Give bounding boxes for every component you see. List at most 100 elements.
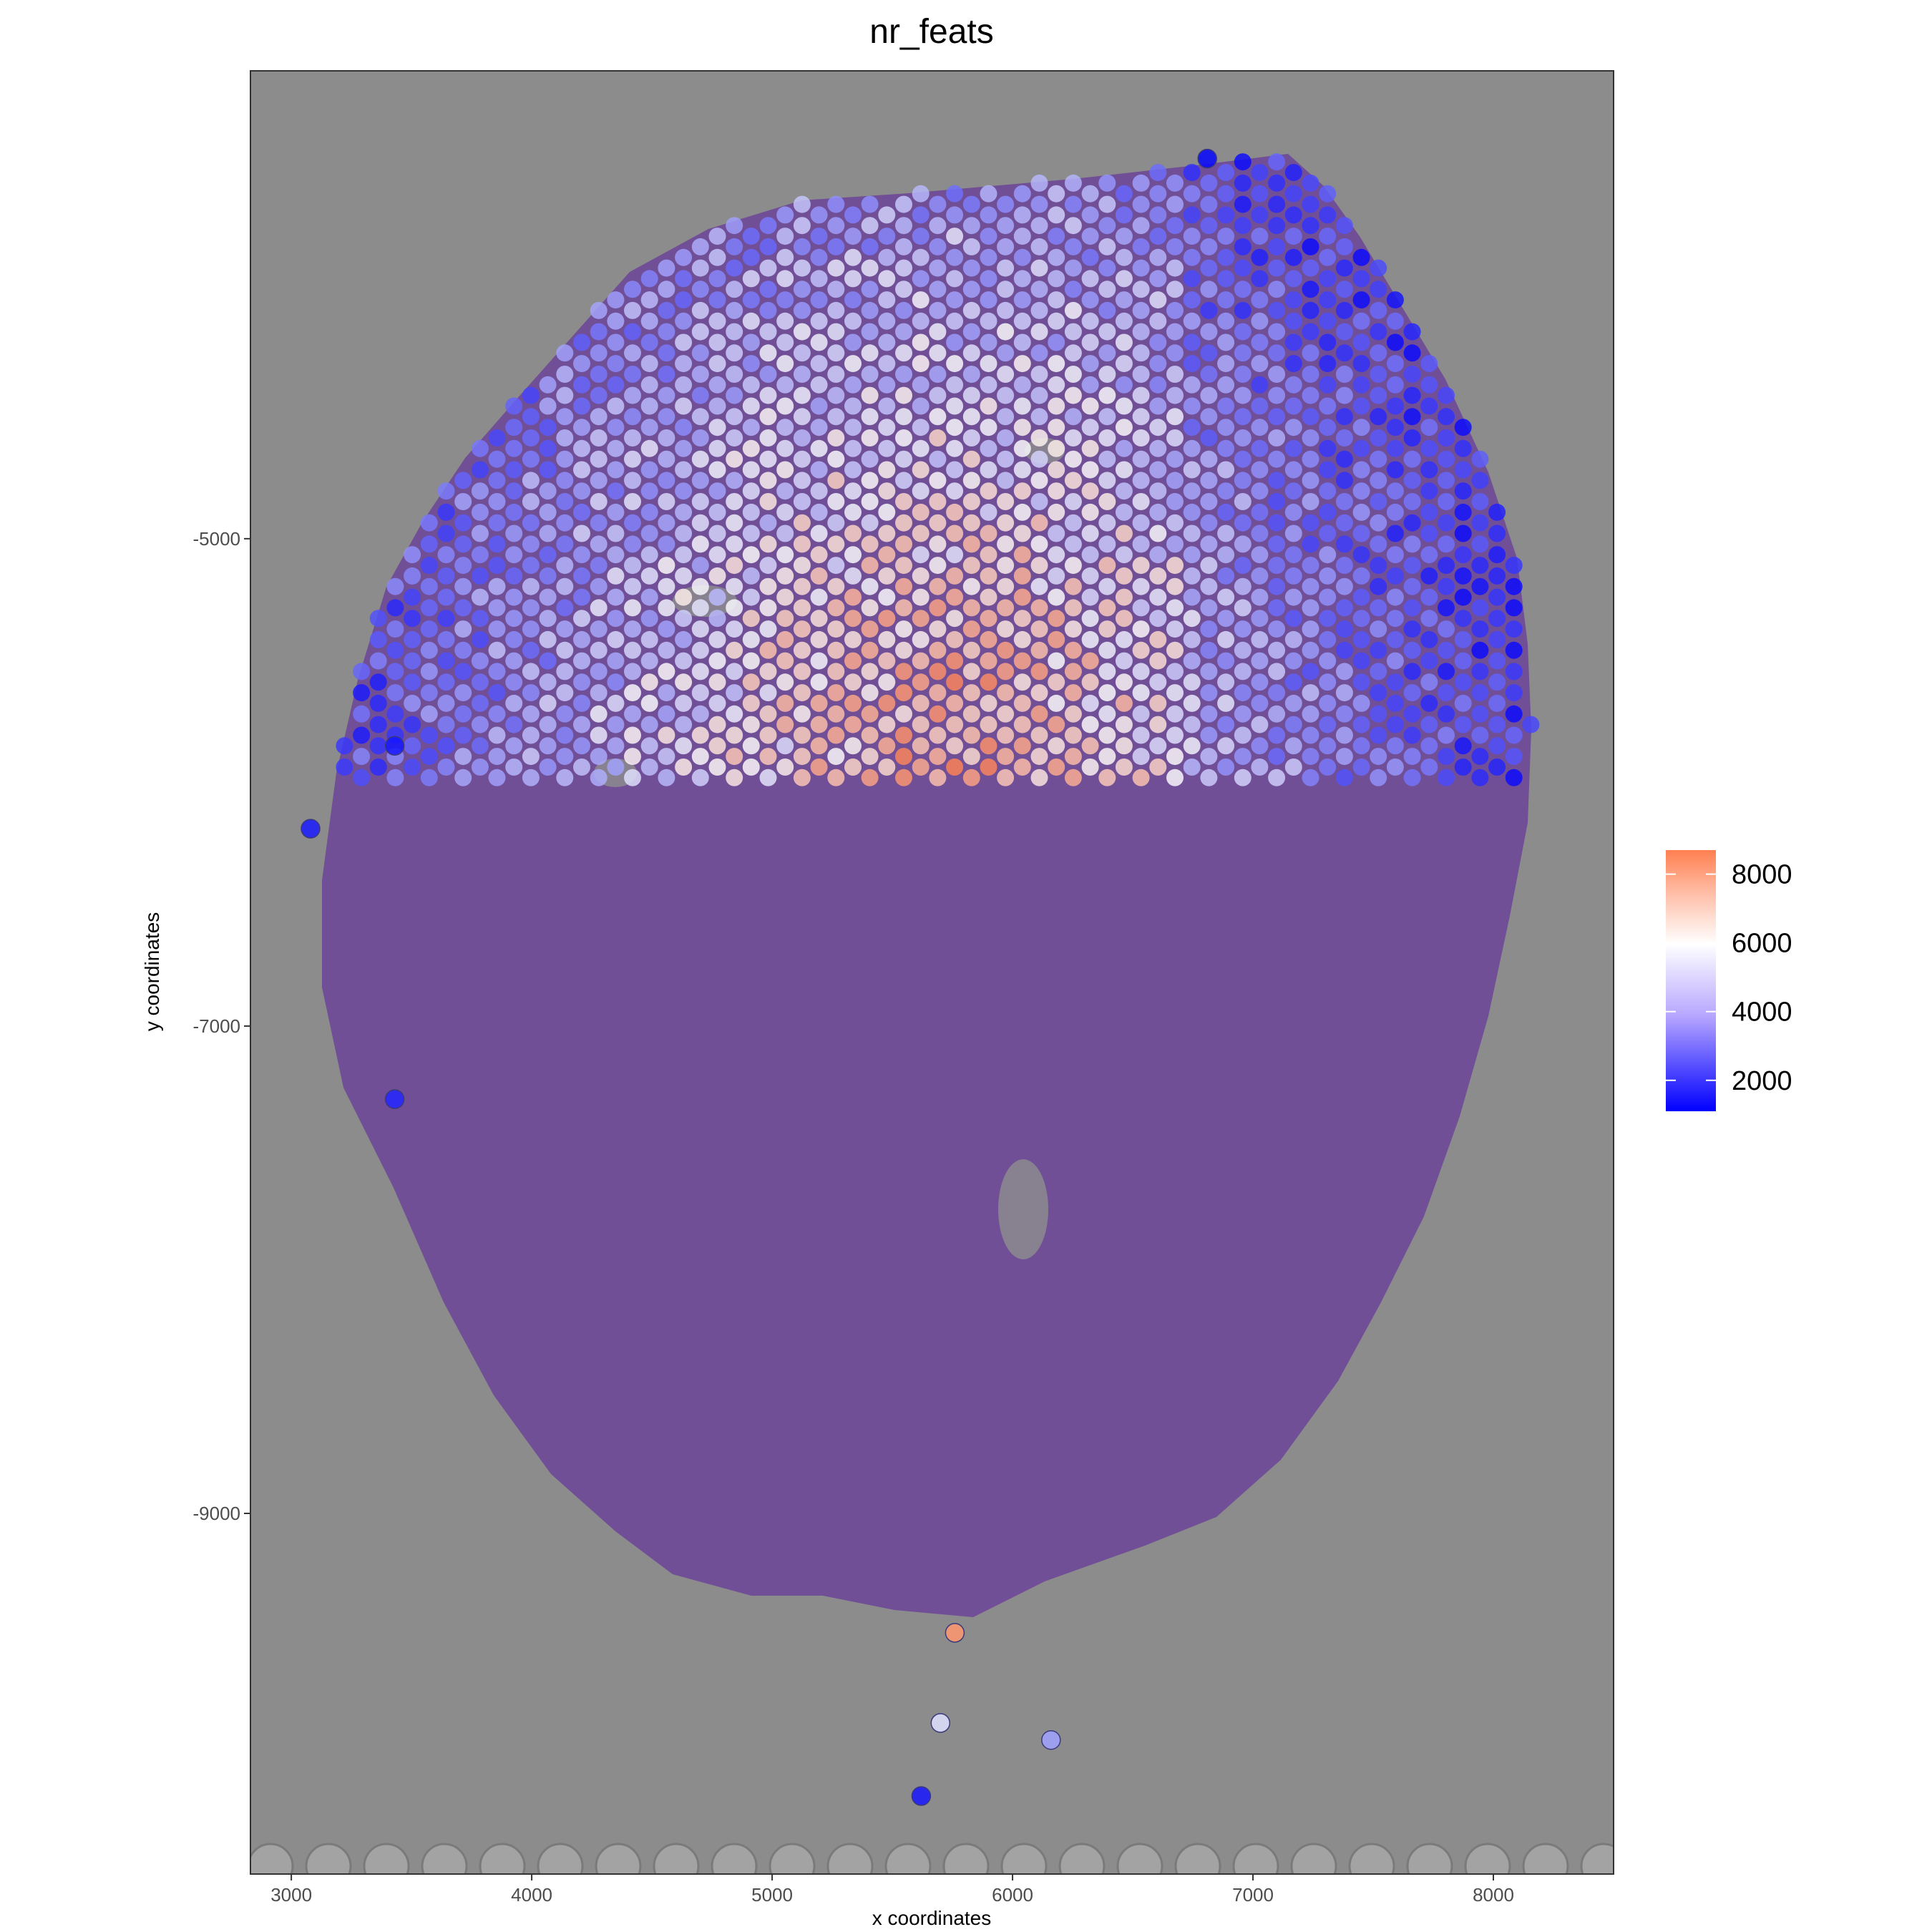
spot — [573, 652, 590, 670]
spot — [691, 748, 709, 766]
spot — [1438, 577, 1455, 595]
spot — [1064, 577, 1082, 595]
spot — [658, 472, 675, 489]
spot — [691, 684, 709, 702]
spot — [1268, 769, 1286, 786]
spot — [962, 450, 980, 468]
spot — [776, 439, 794, 457]
spot — [895, 705, 912, 723]
spot — [1319, 610, 1337, 628]
spot — [573, 376, 590, 394]
spot — [675, 270, 693, 288]
spot — [1030, 301, 1048, 319]
spot — [1048, 248, 1065, 266]
spot — [420, 620, 438, 638]
spot — [1370, 769, 1387, 786]
spot — [1132, 514, 1150, 532]
spot — [1438, 557, 1455, 575]
spot — [1217, 482, 1235, 500]
spot — [1370, 748, 1387, 766]
spot — [980, 673, 997, 691]
spot — [691, 323, 709, 341]
spot — [573, 546, 590, 564]
spot — [1284, 312, 1302, 330]
spot — [946, 716, 964, 733]
spot — [658, 769, 675, 786]
spot — [1319, 419, 1337, 436]
spot — [1064, 217, 1082, 235]
spot — [726, 684, 743, 702]
outlier-spot — [384, 1089, 405, 1109]
spot — [895, 493, 912, 510]
spot — [1268, 153, 1286, 171]
spot — [1471, 493, 1489, 510]
spot — [962, 344, 980, 362]
spot — [1234, 344, 1252, 362]
spot — [1149, 355, 1167, 373]
spot — [1420, 525, 1438, 542]
spot — [1234, 599, 1252, 617]
spot — [1132, 769, 1150, 786]
spot — [539, 567, 557, 585]
spot — [759, 280, 777, 298]
spot — [1166, 472, 1184, 489]
spot — [1319, 439, 1337, 457]
spot — [1352, 312, 1370, 330]
spot — [1284, 248, 1302, 266]
spot — [742, 312, 760, 330]
spot — [1115, 610, 1133, 628]
spot — [1048, 419, 1065, 436]
spot — [759, 663, 777, 680]
x-tick-label: 4000 — [511, 1884, 552, 1906]
spot — [1013, 716, 1031, 733]
spot — [1217, 588, 1235, 606]
spot — [1115, 546, 1133, 564]
spot — [1217, 567, 1235, 585]
spot — [404, 758, 421, 776]
spot — [929, 429, 947, 447]
spot — [810, 333, 828, 351]
spot — [1335, 535, 1353, 553]
spot — [488, 535, 506, 553]
spot — [454, 726, 472, 744]
spot — [1370, 599, 1387, 617]
spot — [454, 535, 472, 553]
spot — [1115, 312, 1133, 330]
spot — [1403, 429, 1421, 447]
spot — [861, 408, 879, 426]
spot — [1030, 535, 1048, 553]
spot — [895, 366, 912, 383]
fiducial-spot — [305, 1843, 352, 1874]
spot — [1200, 726, 1218, 744]
spot — [1098, 748, 1116, 766]
spot — [962, 301, 980, 319]
spot — [522, 641, 540, 659]
spot — [1115, 694, 1133, 712]
spot — [726, 748, 743, 766]
spot — [962, 684, 980, 702]
spot — [742, 503, 760, 521]
spot — [793, 748, 811, 766]
spot — [539, 503, 557, 521]
spot — [726, 238, 743, 255]
spot — [1505, 705, 1523, 723]
spot — [912, 610, 930, 628]
spot — [844, 461, 862, 479]
outlier-spot — [301, 819, 321, 839]
spot — [1284, 630, 1302, 648]
spot — [1149, 610, 1167, 628]
spot — [878, 439, 896, 457]
spot — [556, 705, 574, 723]
spot — [539, 694, 557, 712]
spot — [1335, 769, 1353, 786]
spot — [607, 419, 625, 436]
spot — [1234, 493, 1252, 510]
spot — [844, 525, 862, 542]
spot — [1217, 376, 1235, 394]
spot — [590, 748, 608, 766]
spot — [1064, 323, 1082, 341]
spot — [522, 577, 540, 595]
spot — [1370, 366, 1387, 383]
spot — [1403, 535, 1421, 553]
spot — [1420, 503, 1438, 521]
